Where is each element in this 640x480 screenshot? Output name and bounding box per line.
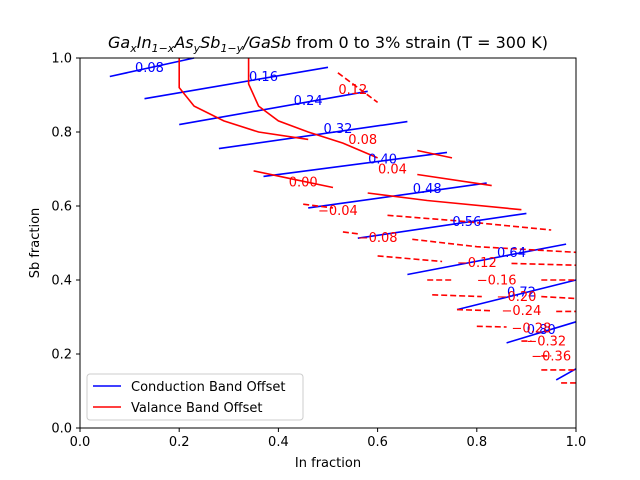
x-tick-label: 0.2 xyxy=(169,435,190,450)
valance-contour-line xyxy=(247,58,378,159)
valance-contour-line xyxy=(417,149,453,159)
valance-contour-line xyxy=(377,255,443,263)
conduction-contour-line xyxy=(357,212,527,239)
x-tick-label: 0.0 xyxy=(70,435,91,450)
legend-label-conduction: Conduction Band Offset xyxy=(131,380,286,395)
valance-contour-line xyxy=(412,238,577,254)
y-tick-label: 0.4 xyxy=(51,274,72,289)
conduction-contour-label: 0.32 xyxy=(323,122,352,137)
valance-contour-label: 0.08 xyxy=(348,133,377,148)
x-tick-label: 0.6 xyxy=(367,435,388,450)
valance-contour-line xyxy=(511,262,577,266)
valance-contour-line xyxy=(387,214,552,231)
valance-contour-label: 0.04 xyxy=(378,163,407,178)
conduction-contour-line xyxy=(308,182,487,209)
valance-contour-line xyxy=(456,308,492,312)
conduction-contour-line xyxy=(109,57,195,78)
y-tick-label: 0.6 xyxy=(51,200,72,215)
valance-contour-label: 0.12 xyxy=(338,83,367,98)
conduction-contour-label: 0.24 xyxy=(294,94,323,109)
y-axis-label: Sb fraction xyxy=(28,208,43,279)
legend-label-valance: Valance Band Offset xyxy=(131,401,263,416)
contour-lines xyxy=(109,57,577,384)
conduction-contour-label: 0.56 xyxy=(452,215,481,230)
conduction-contour-line xyxy=(179,90,368,126)
valance-contour-line xyxy=(432,294,482,298)
x-tick-label: 0.4 xyxy=(268,435,289,450)
y-tick-label: 0.2 xyxy=(51,348,72,363)
x-axis-ticks: 0.0 0.2 0.4 0.6 0.8 1.0 xyxy=(70,428,587,450)
valance-contour-label: 0.00 xyxy=(289,175,318,190)
valance-contour-label: −0.04 xyxy=(318,204,358,219)
valance-contour-line xyxy=(253,170,334,189)
plot-frame xyxy=(79,57,577,429)
conduction-contour-label: 0.64 xyxy=(497,246,526,261)
valance-contour-line xyxy=(337,72,379,104)
conduction-contour-label: 0.48 xyxy=(413,182,442,197)
valance-contour-line xyxy=(367,192,522,211)
valance-contour-line xyxy=(541,295,577,300)
y-tick-label: 0.8 xyxy=(51,126,72,141)
contour-labels: 0.08 0.16 0.240.32 0.40 0.48 0.56 0.64 0.72 0.80… xyxy=(135,61,571,365)
conduction-contour-label: 0.80 xyxy=(527,323,556,338)
chart-title: GaxIn1−xAsySb1−y/GaSb from 0 to 3% strai… xyxy=(108,33,548,55)
conduction-contour-label: 0.08 xyxy=(135,61,164,76)
valance-contour-label: −0.24 xyxy=(502,304,542,319)
valance-contour-label: −0.16 xyxy=(477,274,517,289)
y-tick-label: 0.0 xyxy=(51,422,72,437)
legend: Conduction Band Offset Valance Band Offs… xyxy=(86,373,304,421)
conduction-contour-line xyxy=(407,243,567,276)
valance-contour-label: −0.32 xyxy=(526,335,566,350)
conduction-contour-line xyxy=(506,321,577,344)
conduction-contour-label: 0.40 xyxy=(368,153,397,168)
valance-contour-line xyxy=(417,173,492,187)
valance-contour-line xyxy=(342,231,358,235)
x-tick-label: 1.0 xyxy=(566,435,587,450)
valance-contour-line xyxy=(178,58,309,141)
valance-contour-label: −0.36 xyxy=(531,349,571,364)
conduction-contour-label: 0.72 xyxy=(507,285,536,300)
y-axis-ticks: 0.0 0.2 0.4 0.6 0.8 1.0 xyxy=(51,52,80,437)
conduction-contour-label: 0.16 xyxy=(249,70,278,85)
valance-contour-line xyxy=(476,325,507,328)
x-tick-label: 0.8 xyxy=(466,435,487,450)
valance-contour-label: −0.12 xyxy=(457,256,497,271)
valance-contour-label: −0.28 xyxy=(511,322,551,337)
legend-box xyxy=(86,373,304,421)
valance-contour-label: −0.20 xyxy=(497,290,537,305)
valance-contour-label: −0.08 xyxy=(358,231,398,246)
y-tick-label: 1.0 xyxy=(51,52,72,67)
conduction-contour-line xyxy=(218,120,408,150)
conduction-contour-line xyxy=(144,66,329,100)
conduction-contour-line xyxy=(263,151,448,178)
x-axis-label: In fraction xyxy=(295,456,361,471)
conduction-contour-line xyxy=(456,279,577,311)
valance-contour-line xyxy=(303,203,334,209)
